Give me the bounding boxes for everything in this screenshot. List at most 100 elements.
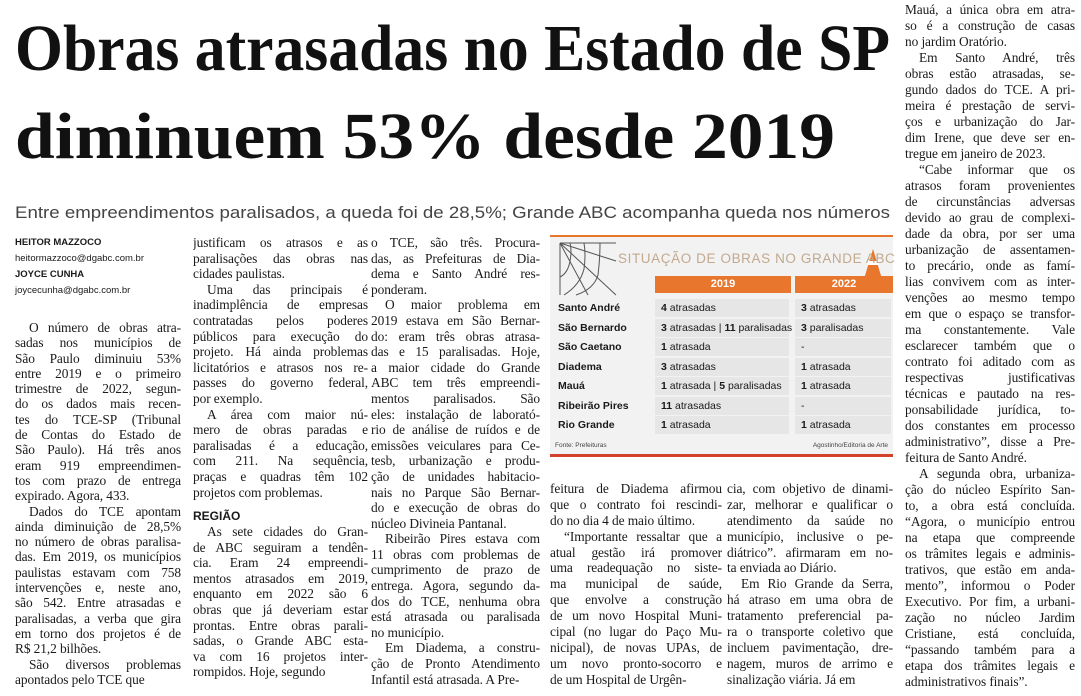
text-line: lias convivem com as inter- <box>905 274 1075 289</box>
text-line: obras que já deveriam estar <box>193 602 368 618</box>
text-line: atendimento da saúde no <box>727 512 893 528</box>
paragraph: Em Rio Grande da Serra, há atraso em uma … <box>727 576 893 687</box>
paragraph: Em Diadema, a constru-ção de Pronto Aten… <box>371 640 540 687</box>
text-line: das. Em 2019, os municípios <box>15 549 181 565</box>
text-line: na etapa que compreende <box>905 530 1075 545</box>
text-line: cipal (no lugar do Paço Mu- <box>550 624 722 640</box>
text-line: emissões veiculares para Ce- <box>371 437 540 453</box>
column: cia, com objetivo de dinami-zar, melhora… <box>727 481 893 688</box>
text-line: so é a construção de casas <box>905 18 1075 33</box>
text-line: técnicas e pautado na res- <box>905 386 1075 401</box>
text-line: cia, com objetivo de dinami- <box>727 481 893 496</box>
text-line: O número de obras atra- <box>29 320 181 335</box>
paragraph: Uma das principais é inadimplência de emp… <box>193 282 368 407</box>
header: Obras atrasadas no Estado de SP diminuem… <box>15 12 890 222</box>
text-line: paralisações das obras nas <box>193 250 368 266</box>
text-line: passes do governo federal, <box>193 375 368 391</box>
text-line: de circunstâncias adversas <box>905 194 1075 209</box>
table-cell: 4 atrasadas <box>655 299 789 317</box>
text-line: atual gestão irá promover <box>550 544 722 560</box>
text-line: são 542. Entre atrasadas e <box>15 595 181 611</box>
table-cell: 1 atrasada <box>795 416 891 434</box>
text-line: cidades paulistas. <box>193 266 285 282</box>
text-line: sadas nos municípios de <box>15 335 181 351</box>
bottom-bar <box>550 454 893 457</box>
text-line: Em Diadema, a constru- <box>385 640 540 656</box>
table-cell: 3 atrasadas <box>795 299 891 317</box>
text-line: entrega. Agora, segundo da- <box>371 578 540 594</box>
text-line: Mauá, a única obra em atra- <box>905 2 1075 17</box>
text-line: apontados pelo TCE que <box>15 671 145 687</box>
text-line: de ABC seguiram a tendên- <box>193 539 368 555</box>
text-line: projeto. Há ainda problemas <box>193 344 368 360</box>
paragraph: O número de obras atra-sadas nos municíp… <box>15 320 181 504</box>
text-line: de um novo Hospital Muni- <box>550 608 722 624</box>
column: o TCE, são três. Procura-das, as Prefeit… <box>371 235 540 687</box>
text-line: to, a obra está concluída. <box>905 498 1075 513</box>
text-line: administrativos finais”. <box>905 674 1028 689</box>
text-line: cia. Eram 24 empreendi- <box>193 555 368 571</box>
text-line: públicos para execução do <box>193 328 368 344</box>
paragraph: o TCE, são três. Procura-das, as Prefeit… <box>371 235 540 297</box>
text-line: a maior cidade do Grande <box>371 359 540 375</box>
text-line: Infantil está atrasada. A Pre- <box>371 671 520 687</box>
text-line: dema e Santo André res- <box>371 266 540 282</box>
text-line: A segunda obra, urbaniza- <box>919 466 1075 481</box>
column: O número de obras atra-sadas nos municíp… <box>15 320 181 687</box>
column: Mauá, a única obra em atra-so é a constr… <box>905 2 1075 690</box>
text-line: contratadas pelos poderes <box>193 312 368 328</box>
text-line: um novo pronto-socorro e <box>550 655 722 671</box>
table-cell: 1 atrasada <box>655 338 789 356</box>
text-line: tesb, urbanização e produ- <box>371 453 540 469</box>
text-line: por exemplo. <box>193 390 263 406</box>
text-line: etapa dos trâmites legais e <box>905 658 1075 673</box>
text-line: há atraso em uma obra de <box>727 592 893 608</box>
text-line: tes do TCE-SP (Tribunal <box>15 411 181 427</box>
column: justificam os atrasos e as paralisações d… <box>193 235 368 680</box>
text-line: do no dia 4 de maio último. <box>550 512 695 528</box>
text-line: venções ao mesmo tempo <box>905 290 1075 305</box>
text-line: Uma das principais é <box>207 281 368 297</box>
text-line: praças e quadras têm 102 <box>193 468 368 484</box>
text-line: mero de obras paradas e <box>193 422 368 438</box>
author-email: joycecunha@dgabc.com.br <box>15 285 131 296</box>
text-line: diátrico”. afirmaram em no- <box>727 544 893 560</box>
source: Fonte: Prefeituras <box>555 442 607 449</box>
table-cell: 1 atrasada <box>795 377 891 395</box>
headline: Obras atrasadas no Estado de SP <box>15 12 890 85</box>
text-line: 11 obras com problemas de <box>371 546 540 562</box>
text-line: tos com prazo de entrega <box>15 472 181 488</box>
text-line: das, as Prefeituras de Dia- <box>371 250 540 266</box>
text-line: município, inclusive o pe- <box>727 528 893 544</box>
text-line: de Contas do Estado de <box>15 427 181 443</box>
text-line: “passando também para a <box>905 642 1075 657</box>
text-line: ma constantemente. Vale <box>905 322 1075 337</box>
text-line: ponderam. <box>371 281 427 297</box>
text-line: A área com maior nú- <box>207 406 368 422</box>
text-line: intervenções e, neste ano, <box>15 580 181 596</box>
city-name: Rio Grande <box>550 416 653 434</box>
text-line: com 211. Na sequência, <box>193 453 368 469</box>
text-line: do: eram três obras atrasa- <box>371 328 540 344</box>
text-line: cumprimento de prazo de <box>371 562 540 578</box>
text-line: esclarecer também que o <box>905 338 1075 353</box>
text-line: incluem pavimentação, dre- <box>727 639 893 655</box>
text-line: enquanto em 2022 são 6 <box>193 586 368 602</box>
column: feitura de Diadema afirmou que o contrato… <box>550 481 722 688</box>
text-line: projetos com problemas. <box>193 484 323 500</box>
text-line: os trâmites legais e adminis- <box>905 546 1075 561</box>
text-line: nais no Parque São Bernar- <box>371 484 540 500</box>
text-line: Em Santo André, três <box>919 50 1075 65</box>
text-line: eles: instalação de laborató- <box>371 406 540 422</box>
table-cell: - <box>795 338 891 356</box>
text-line: ponsabilidade jurídica, to- <box>905 402 1075 417</box>
paragraph: A área com maior nú-mero de obras parada… <box>193 407 368 501</box>
table-cell: 1 atrasada | 5 paralisadas <box>655 377 789 395</box>
text-line: ainda diminuição de 28,5% <box>15 518 181 534</box>
credit: Agostinho/Editoria de Arte <box>812 442 888 449</box>
text-line: São Paulo). Há três anos <box>15 442 181 458</box>
text-line: nicipal), de novas UPAs, de <box>550 639 722 655</box>
text-line: expirado. Agora, 433. <box>15 488 130 504</box>
text-line: núcleo Divineia Pantanal. <box>371 515 507 531</box>
text-line: sadas, o Grande ABC esta- <box>193 633 368 649</box>
